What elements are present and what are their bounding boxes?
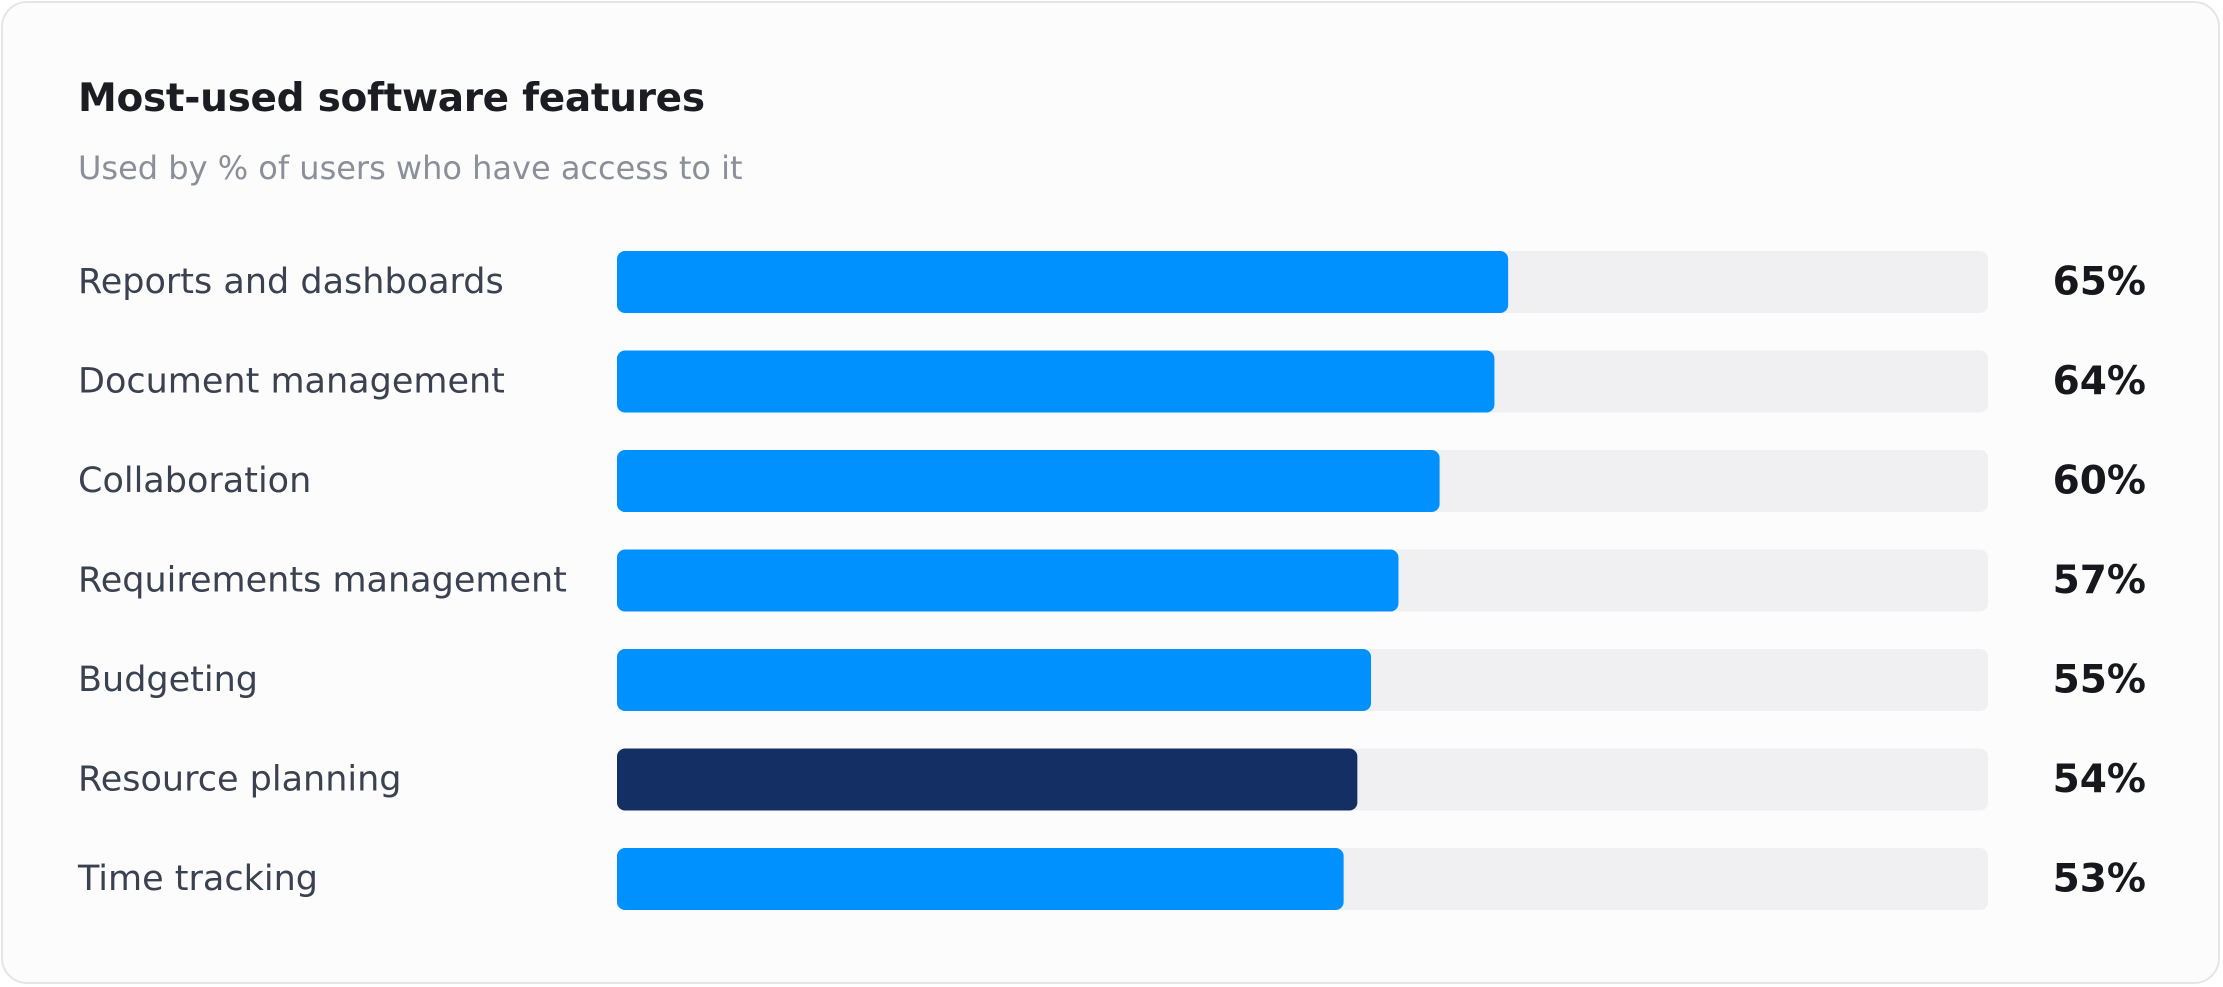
bar-row: Collaboration 60% xyxy=(78,450,2146,512)
value-label: 54% xyxy=(2053,757,2146,802)
bar xyxy=(617,848,1344,910)
bar-row: Document management 64% xyxy=(78,350,2146,413)
category-label: Resource planning xyxy=(78,760,402,800)
value-label: 53% xyxy=(2053,857,2146,902)
value-label: 60% xyxy=(2053,459,2146,504)
value-label: 64% xyxy=(2053,359,2146,404)
value-label: 55% xyxy=(2053,658,2146,703)
value-label: 57% xyxy=(2053,558,2146,603)
bar xyxy=(617,549,1399,612)
category-label: Collaboration xyxy=(78,461,311,501)
bar xyxy=(617,450,1440,512)
category-label: Time tracking xyxy=(77,859,318,899)
bar-row: Reports and dashboards 65% xyxy=(78,251,2146,313)
chart-title: Most-used software features xyxy=(78,76,705,121)
bar-row: Requirements management 57% xyxy=(78,549,2146,612)
category-label: Reports and dashboards xyxy=(78,262,504,302)
bar xyxy=(617,350,1495,413)
bar-row: Time tracking 53% xyxy=(77,848,2146,910)
category-label: Requirements management xyxy=(78,561,567,601)
chart-subtitle: Used by % of users who have access to it xyxy=(78,149,743,187)
bar-row: Budgeting 55% xyxy=(78,649,2146,711)
bar xyxy=(617,748,1358,811)
category-label: Budgeting xyxy=(78,660,258,700)
bar xyxy=(617,251,1509,313)
category-label: Document management xyxy=(78,362,505,402)
bar xyxy=(617,649,1372,711)
value-label: 65% xyxy=(2053,260,2146,305)
bar-row: Resource planning 54% xyxy=(78,748,2146,811)
bar-chart: Reports and dashboards 65% Document manage… xyxy=(77,251,2146,910)
